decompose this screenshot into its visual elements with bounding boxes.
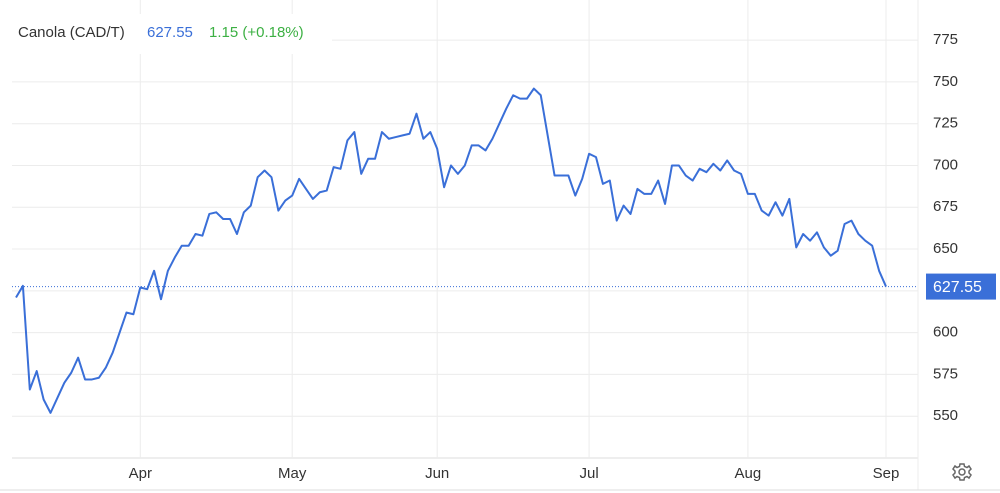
y-tick-label: 600 — [933, 324, 958, 341]
price-line — [15, 87, 887, 414]
x-tick-label: Apr — [129, 465, 152, 482]
y-tick-label: 550 — [933, 407, 958, 424]
settings-icon[interactable] — [952, 463, 972, 481]
price-change: 1.15 (+0.18%) — [209, 24, 304, 41]
last-price: 627.55 — [147, 24, 193, 41]
x-tick-label: Aug — [735, 465, 762, 482]
y-tick-label: 650 — [933, 240, 958, 257]
x-tick-label: May — [278, 465, 307, 482]
y-tick-label: 700 — [933, 156, 958, 173]
header-bg — [12, 14, 332, 54]
y-tick-label: 775 — [933, 31, 958, 48]
y-tick-label: 725 — [933, 115, 958, 132]
y-tick-label: 750 — [933, 73, 958, 90]
instrument-name: Canola (CAD/T) — [18, 24, 125, 41]
last-price-label: 627.55 — [933, 279, 982, 296]
last-price-box — [926, 273, 996, 300]
y-tick-label: 575 — [933, 365, 958, 382]
x-tick-label: Jun — [425, 465, 449, 482]
x-tick-label: Sep — [873, 465, 900, 482]
y-tick-label: 675 — [933, 198, 958, 215]
x-tick-label: Jul — [580, 465, 599, 482]
